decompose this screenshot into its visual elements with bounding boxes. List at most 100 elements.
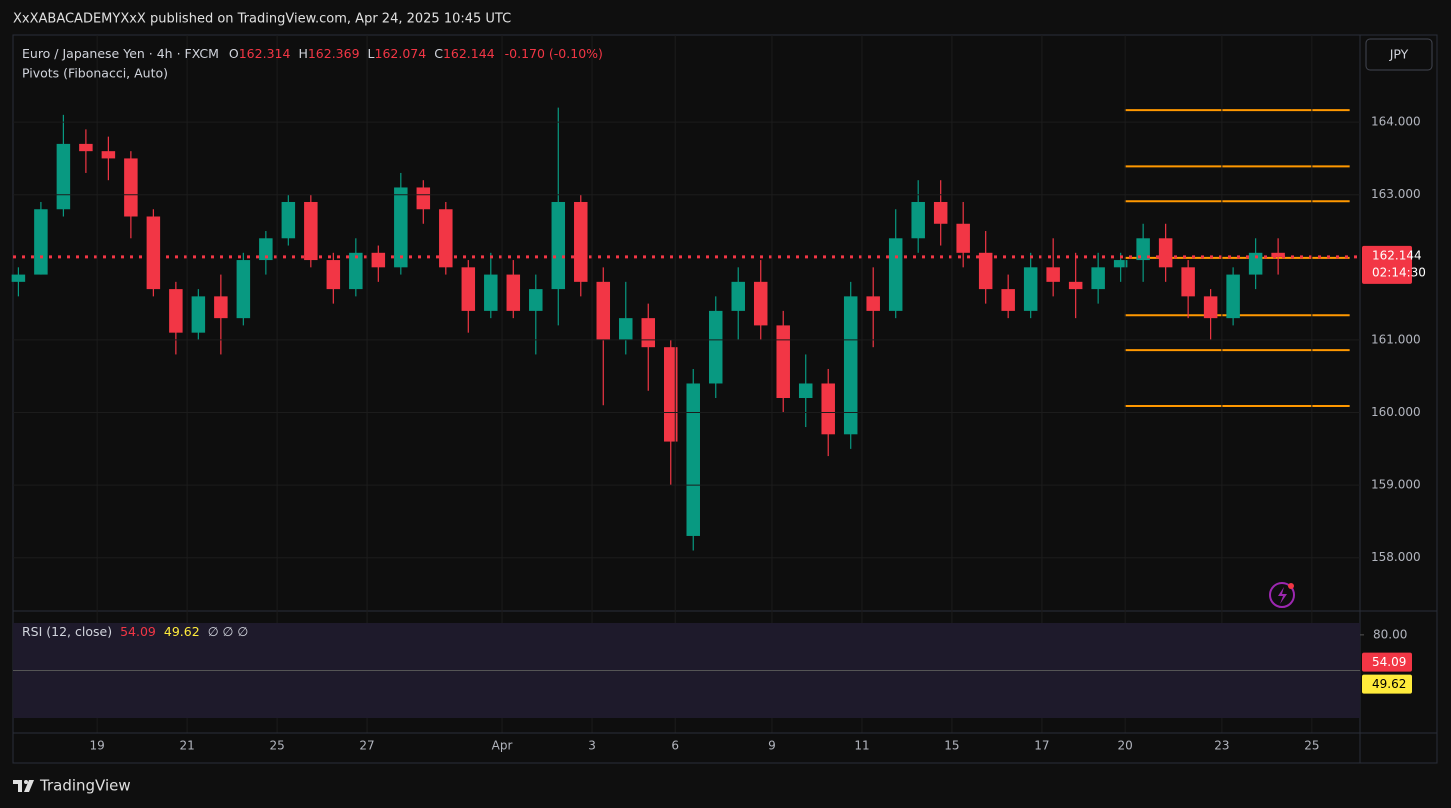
rsi-null-values: ∅ ∅ ∅	[208, 624, 249, 639]
ohlc-label: O	[229, 46, 239, 61]
ohlc-label: H	[298, 46, 307, 61]
y-tick-label: 160.000	[1371, 405, 1421, 419]
candle-body	[416, 187, 431, 210]
x-tick-label: 25	[1304, 739, 1319, 753]
candle-body	[641, 318, 656, 348]
indicator-legend: Pivots (Fibonacci, Auto)	[22, 66, 168, 81]
symbol-title: Euro / Japanese Yen · 4h · FXCM	[22, 46, 219, 61]
ohlc-value: 162.314	[239, 46, 291, 61]
y-tick-label: 161.000	[1371, 332, 1421, 346]
currency-button[interactable]	[1365, 38, 1433, 71]
candle-body	[596, 281, 611, 340]
x-tick-label: 11	[854, 739, 869, 753]
candle-body	[439, 209, 453, 268]
candle-body	[1158, 238, 1173, 268]
ohlc-label: L	[368, 46, 375, 61]
rsi-value-label: 49.62	[1372, 677, 1406, 691]
candle-body	[124, 158, 138, 217]
currency-label[interactable]: JPY	[1389, 47, 1409, 62]
last-price-box	[1362, 245, 1412, 284]
candle-body	[1068, 281, 1083, 290]
ohlc-value: 162.074	[375, 46, 427, 61]
x-tick-label: 15	[944, 739, 959, 753]
candle-body	[461, 267, 476, 311]
x-tick-label: 23	[1214, 739, 1229, 753]
rsi-value-box	[1362, 674, 1412, 694]
candle-body	[169, 289, 183, 333]
candle-body	[34, 209, 48, 275]
ohlc-value: 162.369	[308, 46, 360, 61]
candle-body	[326, 260, 341, 290]
candle-body	[236, 260, 251, 319]
candle-body	[978, 252, 993, 290]
candle-body	[1181, 267, 1195, 297]
price-change: -0.170 (-0.10%)	[505, 46, 603, 61]
candle-body	[394, 187, 408, 268]
candle-body	[731, 281, 745, 311]
candle-body	[686, 383, 700, 536]
y-tick-label: 164.000	[1371, 115, 1421, 129]
candle-body	[1226, 274, 1240, 319]
candle-body	[1046, 267, 1060, 282]
candle-body	[1113, 260, 1128, 268]
candle-body	[798, 383, 813, 399]
publish-header: XxXABACADEMYXxX published on TradingView…	[13, 12, 511, 27]
x-tick-label: 27	[359, 739, 374, 753]
y-tick-label: 80.00	[1373, 627, 1407, 641]
candle-body	[506, 274, 521, 311]
candle-body	[79, 143, 93, 152]
x-tick-label: 3	[588, 739, 596, 753]
candle-body	[281, 201, 296, 239]
candle-body	[146, 216, 161, 290]
symbol-legend: Euro / Japanese Yen · 4h · FXCM O162.314 H…	[22, 46, 603, 61]
candle-body	[619, 318, 633, 340]
countdown-label: 02:14:30	[1372, 265, 1426, 279]
candle-body	[574, 201, 588, 282]
alert-icon[interactable]	[1269, 582, 1295, 608]
x-tick-label: 9	[768, 739, 776, 753]
labels-layer: 19 21 25 27 Apr 3 6 9 11 15 17 20 23 25 158.000 159.000…	[89, 115, 1425, 753]
candle-body	[776, 325, 790, 399]
ohlc-label: C	[434, 46, 443, 61]
rsi-value-label: 54.09	[1372, 655, 1406, 669]
candle-body	[1023, 267, 1038, 311]
ohlc-value: 162.144	[443, 46, 495, 61]
candle-body	[664, 347, 678, 442]
rsi-legend: RSI (12, close) 54.09 49.62 ∅ ∅ ∅	[22, 624, 248, 639]
x-tick-label: 21	[179, 739, 194, 753]
candle-body	[56, 143, 71, 210]
candle-body	[956, 223, 970, 253]
candle-body	[866, 296, 880, 311]
candle-body	[821, 383, 835, 435]
candle-body	[753, 281, 768, 326]
candle-body	[349, 252, 363, 290]
x-tick-label: 20	[1118, 739, 1133, 753]
candle-body	[1271, 252, 1285, 257]
candle-body	[911, 201, 925, 239]
candle-body	[214, 296, 228, 319]
candle-body	[11, 274, 26, 282]
candle-body	[843, 296, 858, 435]
x-tick-label: 25	[269, 739, 284, 753]
candle-body	[484, 274, 498, 311]
rsi-title: RSI (12, close)	[22, 624, 112, 639]
y-tick-label: 163.000	[1371, 187, 1421, 201]
candle-body	[259, 238, 273, 261]
candle-body	[933, 201, 948, 224]
candle-body	[1001, 289, 1015, 311]
x-tick-label: 17	[1034, 739, 1049, 753]
candle-body	[101, 151, 116, 159]
x-tick-label: 6	[671, 739, 679, 753]
rsi-ma-value: 49.62	[164, 624, 200, 639]
candle-body	[191, 296, 206, 333]
candle-body	[371, 252, 386, 268]
candle-body	[708, 310, 723, 384]
y-tick-label: 159.000	[1371, 478, 1421, 492]
candle-body	[1136, 238, 1150, 261]
y-tick-label: 158.000	[1371, 550, 1421, 564]
grid-layer	[13, 35, 1364, 733]
candle-body	[1248, 252, 1263, 275]
candle-body	[529, 289, 543, 311]
